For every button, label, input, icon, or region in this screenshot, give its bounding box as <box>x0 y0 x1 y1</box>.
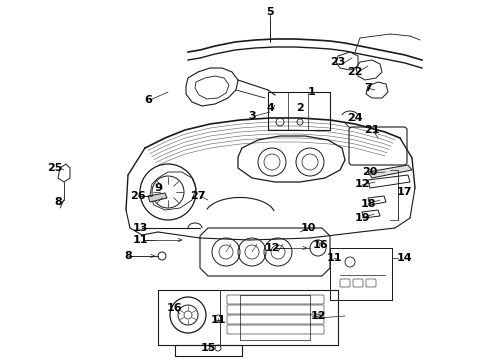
Text: 11: 11 <box>210 315 226 325</box>
Text: 24: 24 <box>347 113 363 123</box>
Text: 9: 9 <box>154 183 162 193</box>
Text: 20: 20 <box>362 167 378 177</box>
Text: 11: 11 <box>132 235 148 245</box>
Text: 5: 5 <box>266 7 274 17</box>
Polygon shape <box>368 165 412 178</box>
Text: 2: 2 <box>296 103 304 113</box>
Text: 12: 12 <box>310 311 326 321</box>
Text: 14: 14 <box>396 253 412 263</box>
Text: 16: 16 <box>312 240 328 250</box>
Text: 12: 12 <box>264 243 280 253</box>
Text: 23: 23 <box>330 57 345 67</box>
Text: 27: 27 <box>190 191 206 201</box>
Text: 12: 12 <box>354 179 370 189</box>
Text: 22: 22 <box>347 67 363 77</box>
Text: 11: 11 <box>326 253 342 263</box>
Text: 3: 3 <box>248 111 256 121</box>
Text: 8: 8 <box>54 197 62 207</box>
Text: 10: 10 <box>300 223 316 233</box>
Text: 26: 26 <box>130 191 146 201</box>
Text: 4: 4 <box>266 103 274 113</box>
Text: 17: 17 <box>396 187 412 197</box>
Text: 18: 18 <box>360 199 376 209</box>
Polygon shape <box>148 193 167 202</box>
Text: 16: 16 <box>166 303 182 313</box>
Text: 21: 21 <box>364 125 380 135</box>
Text: 19: 19 <box>354 213 370 223</box>
Text: 1: 1 <box>308 87 316 97</box>
Text: 6: 6 <box>144 95 152 105</box>
Text: 8: 8 <box>124 251 132 261</box>
Text: 13: 13 <box>132 223 147 233</box>
Text: 15: 15 <box>200 343 216 353</box>
Text: 25: 25 <box>48 163 63 173</box>
Text: 7: 7 <box>364 83 372 93</box>
